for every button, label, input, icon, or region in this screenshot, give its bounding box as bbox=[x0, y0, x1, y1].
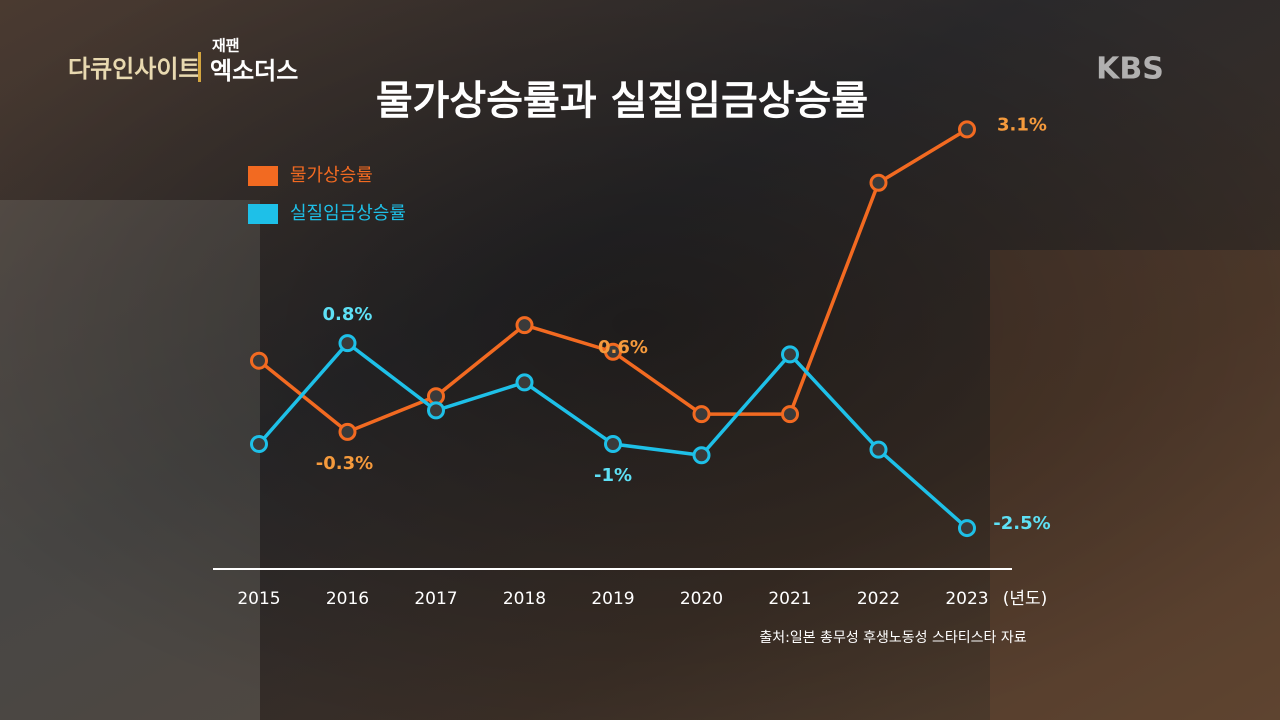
broadcaster-logo: KBS bbox=[1096, 52, 1164, 87]
data-point bbox=[427, 401, 445, 420]
x-tick-label: 2019 bbox=[591, 589, 634, 609]
legend-swatch bbox=[248, 166, 278, 186]
value-label: -0.3% bbox=[316, 453, 373, 474]
x-tick-label: 2016 bbox=[326, 589, 369, 609]
source: 출처:일본 총무성 후생노동성 스타티스타 자료 bbox=[759, 630, 1026, 646]
chart-title: 물가상승률과 실질임금상승률 bbox=[376, 78, 868, 124]
data-point bbox=[958, 120, 976, 139]
value-label: -2.5% bbox=[993, 513, 1050, 534]
data-point bbox=[338, 334, 357, 353]
x-tick-label: 2023 bbox=[945, 589, 988, 609]
data-point bbox=[958, 519, 976, 538]
legend-swatch bbox=[248, 204, 278, 224]
data-point bbox=[338, 422, 357, 441]
data-point bbox=[250, 435, 268, 454]
x-tick-label: 2017 bbox=[414, 589, 457, 609]
data-point bbox=[515, 316, 534, 335]
logo-divider bbox=[198, 52, 201, 82]
data-point bbox=[250, 351, 268, 370]
data-point bbox=[781, 405, 799, 424]
data-point bbox=[869, 173, 888, 192]
value-label: 0.6% bbox=[598, 337, 648, 358]
legend-label: 실질임금상승률 bbox=[290, 203, 406, 224]
program-name: 다큐인사이트 bbox=[68, 55, 200, 83]
value-label: 0.8% bbox=[323, 304, 373, 325]
data-point bbox=[604, 342, 622, 361]
x-unit: (년도) bbox=[1003, 589, 1048, 609]
x-tick-label: 2022 bbox=[857, 589, 900, 609]
value-label: -1% bbox=[594, 465, 632, 486]
data-point bbox=[869, 440, 888, 459]
data-point bbox=[692, 446, 711, 465]
legend-label: 물가상승률 bbox=[290, 165, 373, 186]
x-tick-label: 2021 bbox=[768, 589, 811, 609]
x-tick-label: 2020 bbox=[680, 589, 723, 609]
data-point bbox=[692, 405, 711, 424]
data-point bbox=[515, 373, 534, 392]
episode-top: 재팬 bbox=[212, 37, 240, 55]
x-tick-label: 2018 bbox=[503, 589, 546, 609]
data-point bbox=[781, 345, 799, 364]
value-label: 3.1% bbox=[997, 114, 1047, 135]
data-point bbox=[604, 435, 622, 454]
episode: 엑소더스 bbox=[210, 57, 298, 85]
x-tick-label: 2015 bbox=[237, 589, 280, 609]
